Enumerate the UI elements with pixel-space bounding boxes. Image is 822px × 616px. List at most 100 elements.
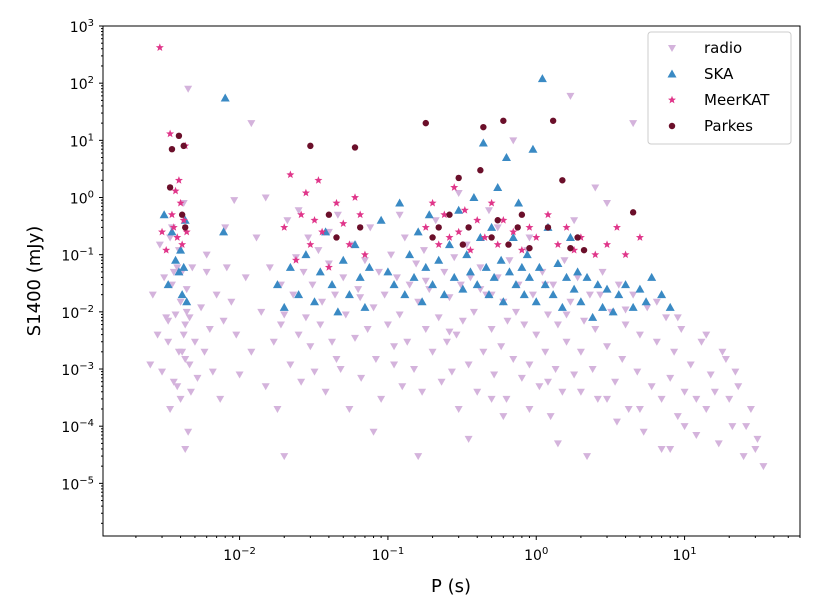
radio-point — [283, 217, 292, 225]
radio-point — [528, 291, 537, 299]
radio-point — [158, 368, 167, 376]
ska-point — [294, 290, 304, 299]
radio-point — [188, 264, 197, 272]
legend-ska-marker — [667, 69, 677, 78]
meerkat-point — [525, 223, 534, 231]
meerkat-point — [167, 210, 176, 219]
meerkat-point — [169, 223, 178, 231]
radio-point — [380, 291, 389, 299]
radio-point — [633, 368, 642, 376]
radio-point — [549, 281, 558, 289]
meerkat-point — [356, 210, 365, 219]
meerkat-point — [487, 198, 496, 207]
ska-point — [444, 240, 454, 249]
radio-point — [216, 395, 225, 403]
radio-point — [301, 314, 310, 322]
radio-point — [635, 331, 644, 339]
radio-point — [742, 423, 751, 431]
parkes-point — [477, 167, 484, 174]
radio-point — [596, 291, 605, 299]
radio-point — [541, 348, 550, 356]
radio-point — [652, 338, 661, 346]
radio-point — [464, 361, 473, 369]
radio-point — [181, 321, 190, 329]
parkes-point — [574, 234, 581, 241]
parkes-point — [356, 224, 364, 231]
radio-point — [316, 321, 325, 329]
ska-point — [628, 302, 638, 311]
ska-point — [531, 297, 541, 306]
radio-point — [692, 432, 701, 440]
radio-point — [390, 343, 399, 351]
radio-point — [493, 224, 502, 232]
radio-point — [345, 405, 354, 413]
radio-point — [257, 308, 266, 316]
radio-point — [328, 338, 337, 346]
parkes-point — [178, 211, 186, 218]
ska-point — [167, 227, 177, 236]
radio-point — [247, 348, 256, 356]
radio-point — [721, 355, 730, 363]
parkes-point — [455, 174, 462, 182]
radio-point — [525, 234, 534, 242]
radio-point — [222, 264, 231, 272]
ska-point — [338, 255, 348, 264]
radio-point — [383, 321, 392, 329]
ska-point — [548, 290, 558, 299]
radio-point — [146, 361, 155, 369]
ska-point — [389, 280, 399, 289]
radio-point — [484, 207, 493, 215]
radio-point — [739, 453, 748, 461]
radio-point — [181, 445, 190, 453]
radio-point — [759, 463, 768, 471]
meerkat-point — [171, 186, 180, 195]
meerkat-point — [179, 216, 188, 224]
radio-point — [573, 274, 582, 282]
ska-point — [498, 297, 508, 306]
radio-point — [190, 338, 199, 346]
ska-point — [481, 262, 491, 271]
radio-point — [261, 194, 270, 202]
parkes-point — [435, 224, 442, 231]
plot-frame — [102, 25, 801, 537]
radio-point — [252, 234, 261, 242]
ska-point — [508, 232, 518, 241]
meerkat-point — [297, 210, 306, 219]
meerkat-point — [450, 183, 459, 191]
ska-point — [364, 262, 374, 271]
ska-point — [179, 262, 189, 271]
radio-point — [487, 395, 496, 403]
radio-point — [680, 388, 689, 396]
radio-point — [398, 383, 407, 391]
radio-point — [517, 374, 526, 382]
ska-point — [582, 272, 592, 281]
radio-point — [618, 355, 627, 363]
radio-point — [166, 405, 175, 413]
ska-point — [163, 280, 173, 289]
parkes-point — [166, 184, 174, 191]
radio-point — [454, 189, 463, 197]
radio-point — [392, 274, 401, 282]
radio-point — [332, 355, 341, 363]
ska-point — [344, 290, 354, 299]
meerkat-point — [178, 240, 187, 249]
radio-point — [447, 368, 456, 376]
y-tick-label: 103 — [70, 18, 94, 36]
ska-point — [602, 284, 612, 293]
ska-point — [327, 280, 337, 289]
parkes-point — [429, 234, 436, 241]
radio-point — [591, 184, 600, 192]
meerkat-point — [466, 245, 475, 254]
meerkat-point — [454, 227, 463, 236]
radio-point — [445, 328, 454, 336]
radio-point — [280, 453, 289, 461]
radio-point — [179, 331, 188, 339]
radio-point — [535, 383, 544, 391]
radio-point — [464, 435, 473, 443]
radio-point — [588, 366, 597, 374]
ska-point — [511, 280, 521, 289]
ska-point — [395, 198, 405, 207]
radio-point — [566, 298, 575, 306]
ska-point — [540, 280, 550, 289]
radio-point — [603, 200, 612, 208]
